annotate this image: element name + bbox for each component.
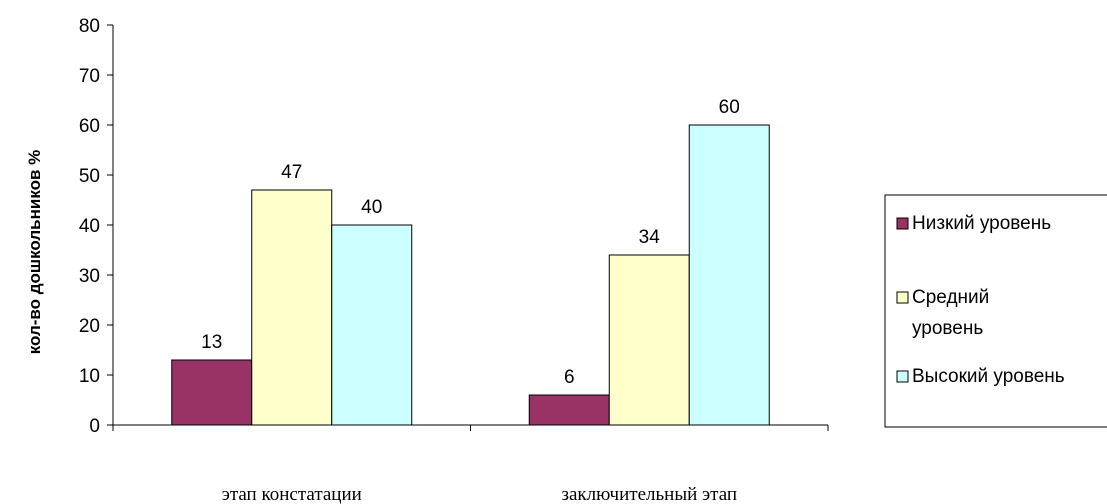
bar [688, 124, 770, 426]
y-tick-label: 10 [79, 366, 100, 387]
x-category-label: заключительный этап [561, 484, 737, 504]
bar-value-label: 13 [201, 332, 222, 353]
y-tick-label: 20 [79, 316, 100, 337]
y-axis-title: кол-во дошкольников % [25, 150, 44, 355]
x-category-label: этап констатации [222, 484, 362, 504]
y-tick-label: 0 [89, 416, 100, 437]
bar-value-label: 47 [281, 162, 302, 183]
legend-swatch [896, 217, 909, 230]
x-axis: этап констатации заключительный этап [112, 424, 829, 504]
bars-group [171, 124, 770, 426]
bar [331, 224, 413, 426]
legend-label: Высокий уровень [912, 366, 1065, 387]
y-tick-label: 60 [79, 116, 100, 137]
legend-swatch [896, 291, 909, 304]
y-tick-label: 40 [79, 216, 100, 237]
legend-label: уровень [912, 318, 983, 339]
legend-label: Низкий уровень [912, 213, 1051, 234]
bar-value-label: 6 [564, 367, 575, 388]
legend: Низкий уровень Средний уровень Высокий уров… [884, 194, 1107, 428]
legend-label: Средний [912, 287, 989, 308]
legend-box [884, 194, 1107, 428]
bar-value-label: 60 [719, 97, 740, 118]
bar [528, 394, 610, 426]
y-tick-label: 80 [79, 16, 100, 37]
bar-value-label: 40 [361, 197, 382, 218]
bar [251, 189, 333, 426]
y-tick-label: 50 [79, 166, 100, 187]
legend-swatch [896, 370, 909, 383]
bar [171, 359, 253, 426]
bar-value-label: 34 [639, 227, 661, 248]
y-tick-label: 70 [79, 66, 100, 87]
y-axis: 0 10 20 30 40 50 60 70 80 [79, 16, 114, 437]
y-tick-label: 30 [79, 266, 100, 287]
bar [608, 254, 690, 426]
data-labels-group: 13 47 40 6 34 60 [201, 97, 740, 388]
